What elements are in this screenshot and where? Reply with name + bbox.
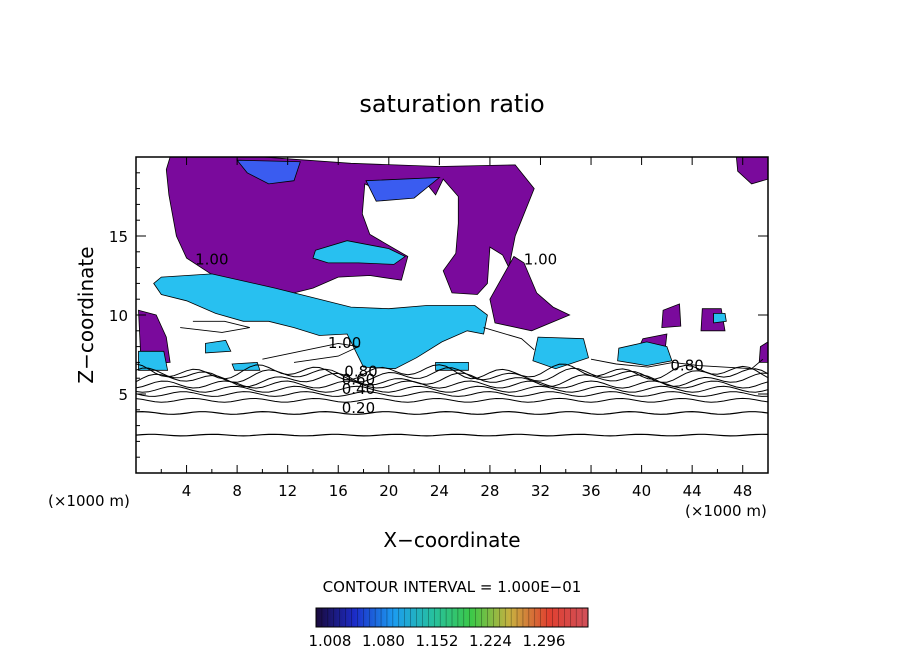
- contour-loop-1: [180, 320, 250, 333]
- x-axis-label: X−coordinate: [383, 528, 520, 552]
- x-unit-left: (×1000 m): [48, 492, 130, 510]
- colorbar-stripes: [321, 608, 583, 627]
- x-tick-label: 4: [182, 482, 192, 500]
- y-axis-label: Z−coordinate: [74, 246, 98, 383]
- x-tick-label: 44: [683, 482, 702, 500]
- x-unit-right: (×1000 m): [685, 502, 767, 520]
- colorbar-tick-label: 1.080: [362, 632, 405, 650]
- supersat-region-11: [312, 240, 406, 265]
- x-tick-label: 48: [733, 482, 752, 500]
- colorbar-tick-label: 1.296: [523, 632, 566, 650]
- chart-title: saturation ratio: [359, 90, 544, 118]
- y-tick-label: 5: [118, 386, 128, 404]
- contour-label-6: 1.00: [195, 250, 228, 268]
- contour-loop-0: [262, 342, 361, 363]
- contour-label-1: 0.40: [342, 380, 375, 398]
- colorbar-tick-label: 1.224: [469, 632, 512, 650]
- contour-lines-layer: [136, 320, 768, 437]
- x-tick-label: 20: [379, 482, 398, 500]
- contour-line-7: [136, 367, 768, 383]
- supersat-region-16: [231, 361, 261, 371]
- x-axis: 4 8 12 16 20 24 28 32 36 40 44 48: [160, 157, 752, 500]
- colorbar-tick-label: 1.152: [416, 632, 459, 650]
- contour-interval-text: CONTOUR INTERVAL = 1.000E−01: [323, 578, 582, 596]
- supersat-region-10: [153, 273, 488, 370]
- y-tick-label: 10: [109, 307, 128, 325]
- contour-label-2: 0.60: [342, 371, 375, 389]
- contour-line-8: [136, 363, 768, 381]
- contour-label-layer: 0.200.400.600.80 0.801.001.00 1.00: [195, 250, 704, 417]
- supersat-region-18: [713, 312, 727, 324]
- contour-line-4: [136, 385, 768, 393]
- supersaturation-fill-layer: [138, 157, 768, 371]
- contour-label-5: 1.00: [328, 334, 361, 352]
- x-tick-label: 24: [430, 482, 449, 500]
- colorbar-tick-label: 1.008: [309, 632, 352, 650]
- supersat-region-12: [532, 336, 589, 370]
- contour-loop-2: [590, 358, 764, 370]
- supersat-region-7: [661, 303, 682, 329]
- y-axis: 5 10 15: [109, 172, 768, 458]
- supersat-region-13: [617, 341, 673, 367]
- supersat-region-8: [236, 159, 301, 185]
- supersat-region-9: [365, 177, 441, 202]
- supersat-region-4: [758, 341, 768, 363]
- contour-label-3: 0.80: [344, 363, 377, 381]
- x-tick-label: 12: [278, 482, 297, 500]
- contour-label-4: 0.80: [670, 356, 703, 374]
- y-tick-label: 15: [109, 228, 128, 246]
- supersat-region-14: [138, 350, 169, 371]
- x-tick-label: 40: [632, 482, 651, 500]
- contour-line-3: [136, 391, 768, 397]
- contour-label-0: 0.20: [342, 399, 375, 417]
- contour-line-2: [136, 397, 768, 403]
- x-tick-label: 28: [480, 482, 499, 500]
- x-tick-label: 16: [329, 482, 348, 500]
- contour-loop-3: [483, 327, 535, 351]
- colorbar-tick-labels: 1.008 1.080 1.152 1.224 1.296: [309, 632, 566, 650]
- supersat-region-1: [489, 255, 571, 332]
- contour-line-1: [136, 410, 768, 415]
- plot-area: [136, 157, 768, 473]
- contour-line-6: [136, 372, 768, 388]
- x-tick-label: 32: [531, 482, 550, 500]
- contour-label-7: 1.00: [524, 250, 557, 268]
- supersat-region-2: [735, 157, 768, 185]
- x-tick-label: 36: [581, 482, 600, 500]
- contour-line-0: [136, 433, 768, 437]
- x-tick-label: 8: [232, 482, 242, 500]
- supersat-region-15: [205, 339, 232, 354]
- supersat-region-0: [165, 157, 535, 295]
